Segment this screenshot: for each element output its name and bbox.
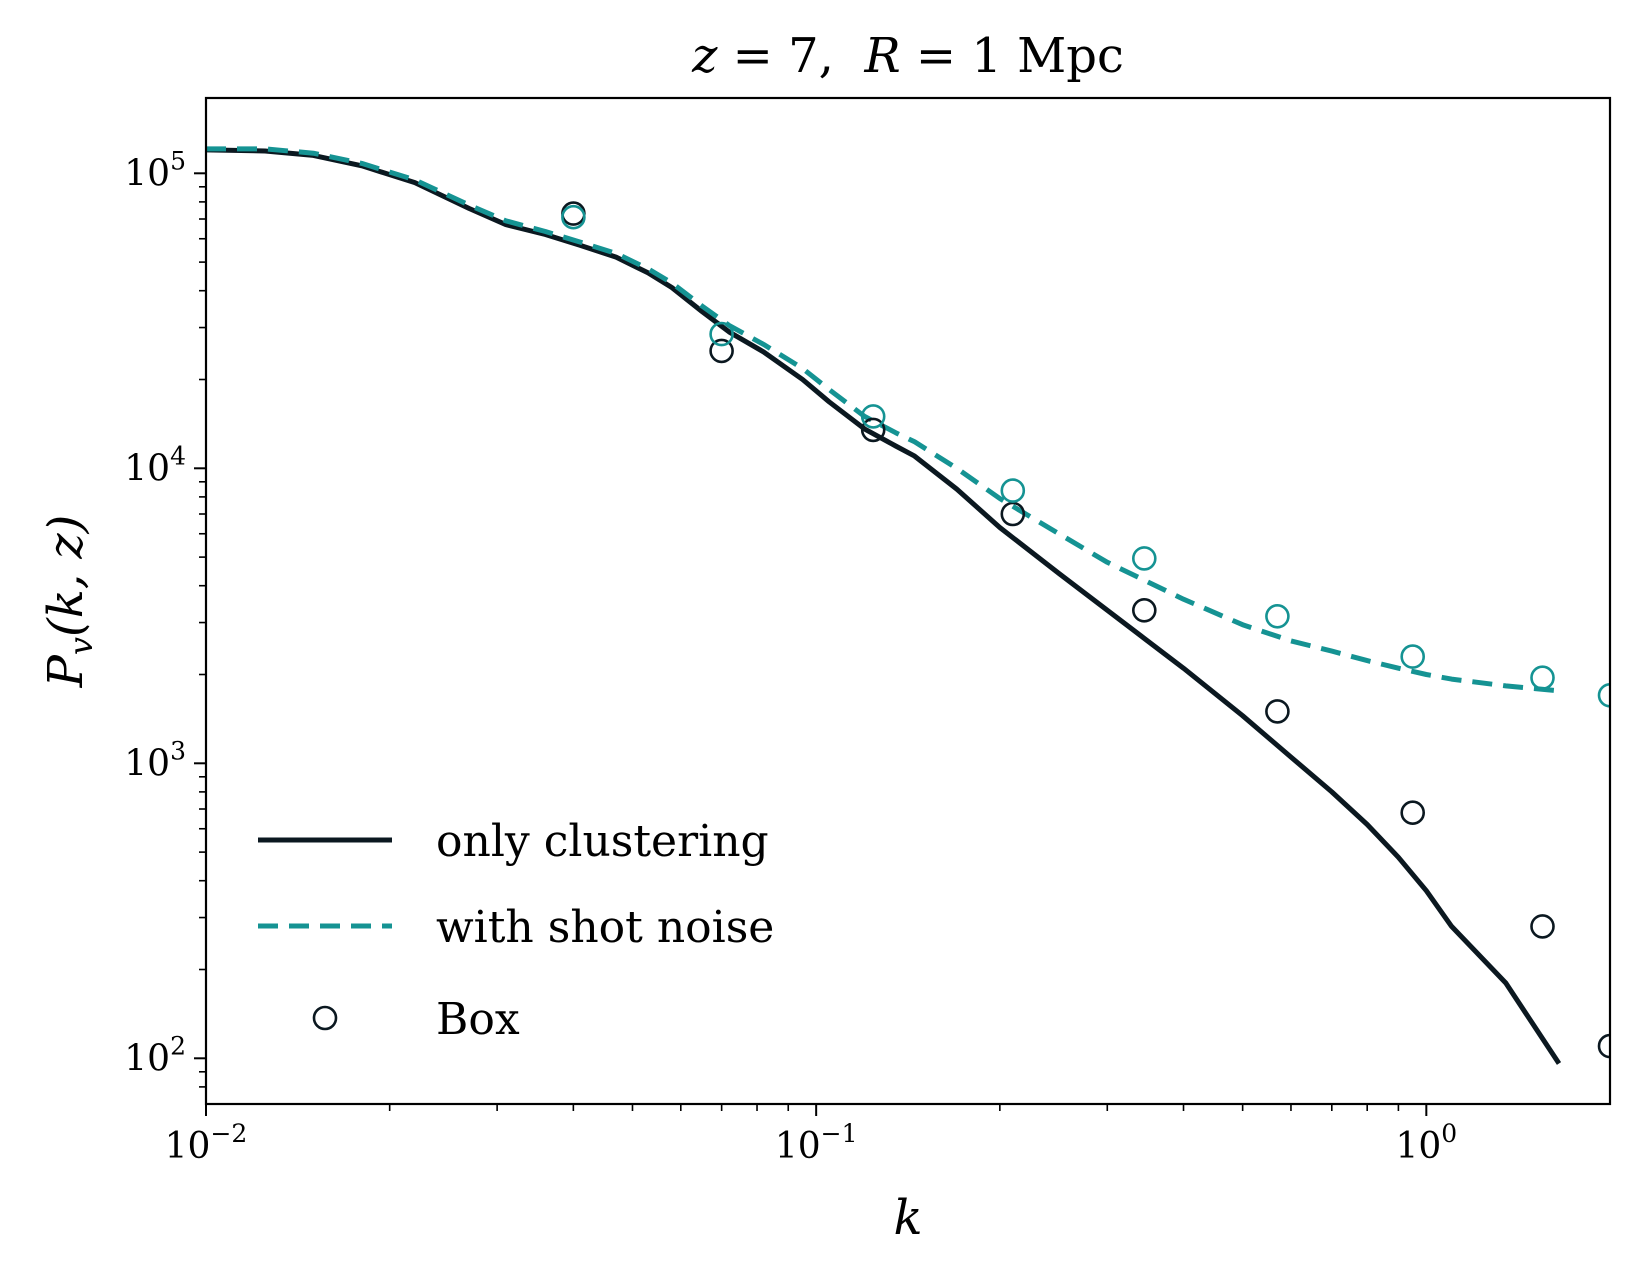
title-r-variable: R (863, 28, 900, 84)
box-shot-noise-marker-1 (709, 321, 734, 347)
axis-ticks: 10−2 10−1 100 102 103 104 105 (124, 146, 1457, 1167)
box-shot-noise-marker-2 (860, 404, 886, 429)
box-marker-3 (1000, 501, 1026, 527)
box-marker-4 (1132, 597, 1157, 623)
box-shot-noise-marker-4 (1132, 546, 1157, 571)
box-shot-noise-marker-3 (1000, 478, 1026, 503)
box-shot-noise-marker-7 (1530, 665, 1555, 691)
box-shot-noise-marker-8 (1597, 683, 1610, 708)
y-axis-label-args: (k, z) (38, 515, 94, 637)
box-marker-7 (1530, 914, 1555, 939)
legend: only clustering with shot noise Box (258, 816, 774, 1045)
with-shot-noise-line (206, 146, 1560, 694)
x-tick-label-2: 100 (1395, 1119, 1457, 1167)
box-shot-noise-marker-6 (1400, 644, 1425, 669)
legend-label-only-clustering: only clustering (436, 816, 769, 867)
title-z-variable: z (691, 28, 718, 84)
y-tick-label-1: 103 (124, 736, 186, 784)
box-marker-1 (709, 338, 734, 364)
legend-label-box: Box (436, 994, 520, 1045)
y-tick-label-0: 102 (124, 1031, 186, 1079)
legend-marker-box (312, 1005, 338, 1031)
box-marker-8 (1597, 1033, 1610, 1059)
box-marker-2 (860, 417, 886, 443)
box-marker-6 (1400, 800, 1425, 826)
y-tick-label-2: 104 (124, 441, 186, 489)
plot-frame (204, 96, 1612, 1106)
title-unit: Mpc (1017, 28, 1124, 84)
y-axis-label: Pv(k, z) (38, 515, 100, 689)
legend-label-with-shot-noise: with shot noise (436, 902, 774, 953)
y-axis-label-subscript: v (62, 637, 100, 655)
title-z-equals: = 7, (717, 28, 864, 84)
x-axis-label: k (893, 1190, 922, 1246)
series-group (206, 146, 1610, 1065)
box-shot-noise-marker-5 (1265, 603, 1290, 629)
x-tick-label-0: 10−2 (165, 1119, 248, 1167)
only-clustering-line (206, 147, 1562, 1065)
box-shot-noise-marker-0 (561, 204, 586, 230)
x-tick-label-1: 10−1 (775, 1119, 858, 1167)
y-tick-label-3: 105 (124, 146, 186, 194)
chart-title: z = 7, R = 1 Mpc (691, 28, 1124, 84)
y-axis-label-symbol: P (38, 654, 94, 688)
box-marker-5 (1265, 699, 1290, 724)
title-r-equals: = 1 (901, 28, 1018, 84)
plot-marks (206, 146, 1610, 1065)
